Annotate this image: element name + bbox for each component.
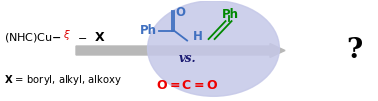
FancyArrow shape	[76, 44, 285, 57]
Text: vs.: vs.	[178, 52, 196, 65]
Text: (NHC)Cu$\mathbf{-}$: (NHC)Cu$\mathbf{-}$	[5, 31, 62, 44]
Text: Ph: Ph	[140, 24, 157, 37]
Text: $\mathbf{X}$ = boryl, alkyl, alkoxy: $\mathbf{X}$ = boryl, alkyl, alkoxy	[5, 73, 122, 87]
Ellipse shape	[147, 1, 279, 96]
Text: O: O	[175, 6, 185, 19]
Text: Ph: Ph	[222, 8, 239, 21]
Text: $\mathbf{O{=}C{=}O}$: $\mathbf{O{=}C{=}O}$	[156, 79, 218, 92]
Text: $\mathbf{X}$: $\mathbf{X}$	[94, 31, 105, 44]
Text: $\xi$: $\xi$	[63, 28, 71, 42]
Text: $-$: $-$	[77, 32, 87, 42]
Text: H: H	[193, 30, 203, 43]
Text: ?: ?	[347, 37, 363, 64]
